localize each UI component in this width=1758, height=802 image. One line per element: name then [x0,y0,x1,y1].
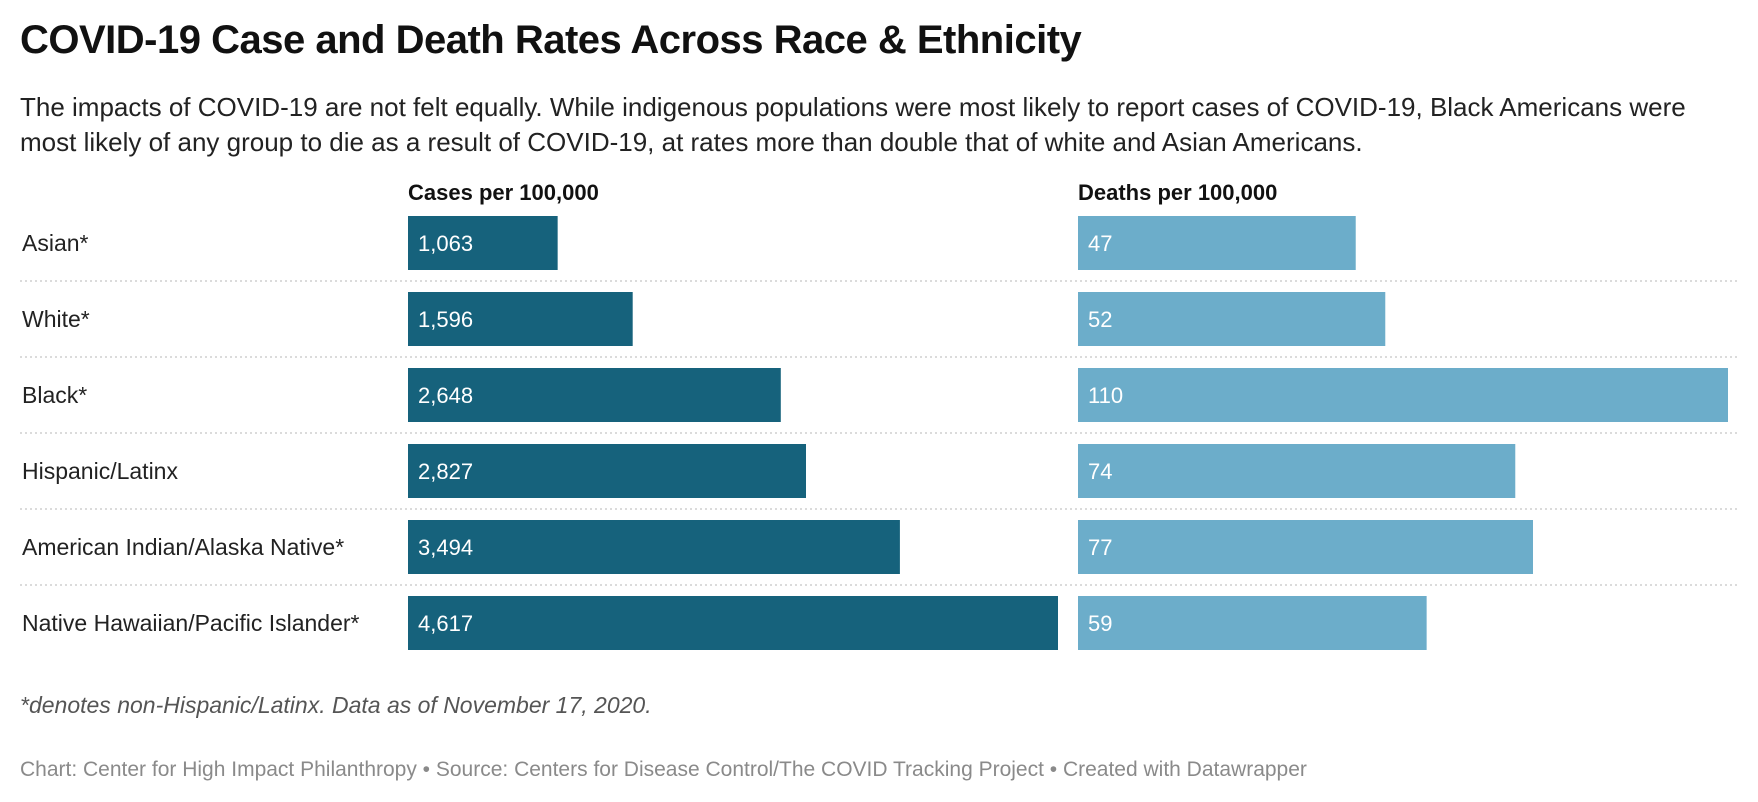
bar-cases [408,292,633,346]
bar-value-label: 3,494 [418,535,473,560]
category-label: Black* [22,382,87,408]
bar-value-label: 2,648 [418,383,473,408]
bar-value-label: 74 [1088,459,1112,484]
series-header-1: Cases per 100,000 [408,180,599,205]
bar-value-label: 1,596 [418,307,473,332]
bar-chart: Cases per 100,000 Deaths per 100,000 Asian… [20,180,1738,650]
bar-deaths [1078,444,1516,498]
category-label: American Indian/Alaska Native* [22,534,344,560]
bar-value-label: 47 [1088,231,1112,256]
chart-footer: Chart: Center for High Impact Philanthro… [20,758,1307,781]
category-label: Native Hawaiian/Pacific Islander* [22,610,360,636]
bar-cases [408,368,781,422]
bar-deaths [1078,596,1427,650]
bar-value-label: 2,827 [418,459,473,484]
bar-value-label: 1,063 [418,231,473,256]
bar-deaths [1078,292,1386,346]
category-label: White* [22,306,90,332]
category-label: Asian* [22,230,89,256]
category-label: Hispanic/Latinx [22,458,178,484]
bar-deaths [1078,520,1533,574]
bar-cases [408,444,806,498]
chart-title: COVID-19 Case and Death Rates Across Rac… [20,18,1082,62]
bar-cases [408,520,900,574]
bar-cases [408,596,1058,650]
bar-cases [408,216,558,270]
bar-deaths [1078,216,1356,270]
bar-value-label: 77 [1088,535,1112,560]
series-header-2: Deaths per 100,000 [1078,180,1277,205]
bar-value-label: 59 [1088,611,1112,636]
bar-deaths [1078,368,1728,422]
bar-value-label: 110 [1088,383,1123,408]
chart-notes: *denotes non-Hispanic/Latinx. Data as of… [20,692,652,718]
bar-value-label: 52 [1088,307,1112,332]
chart-subtitle: The impacts of COVID-19 are not felt equ… [20,92,1686,157]
bar-value-label: 4,617 [418,611,473,636]
